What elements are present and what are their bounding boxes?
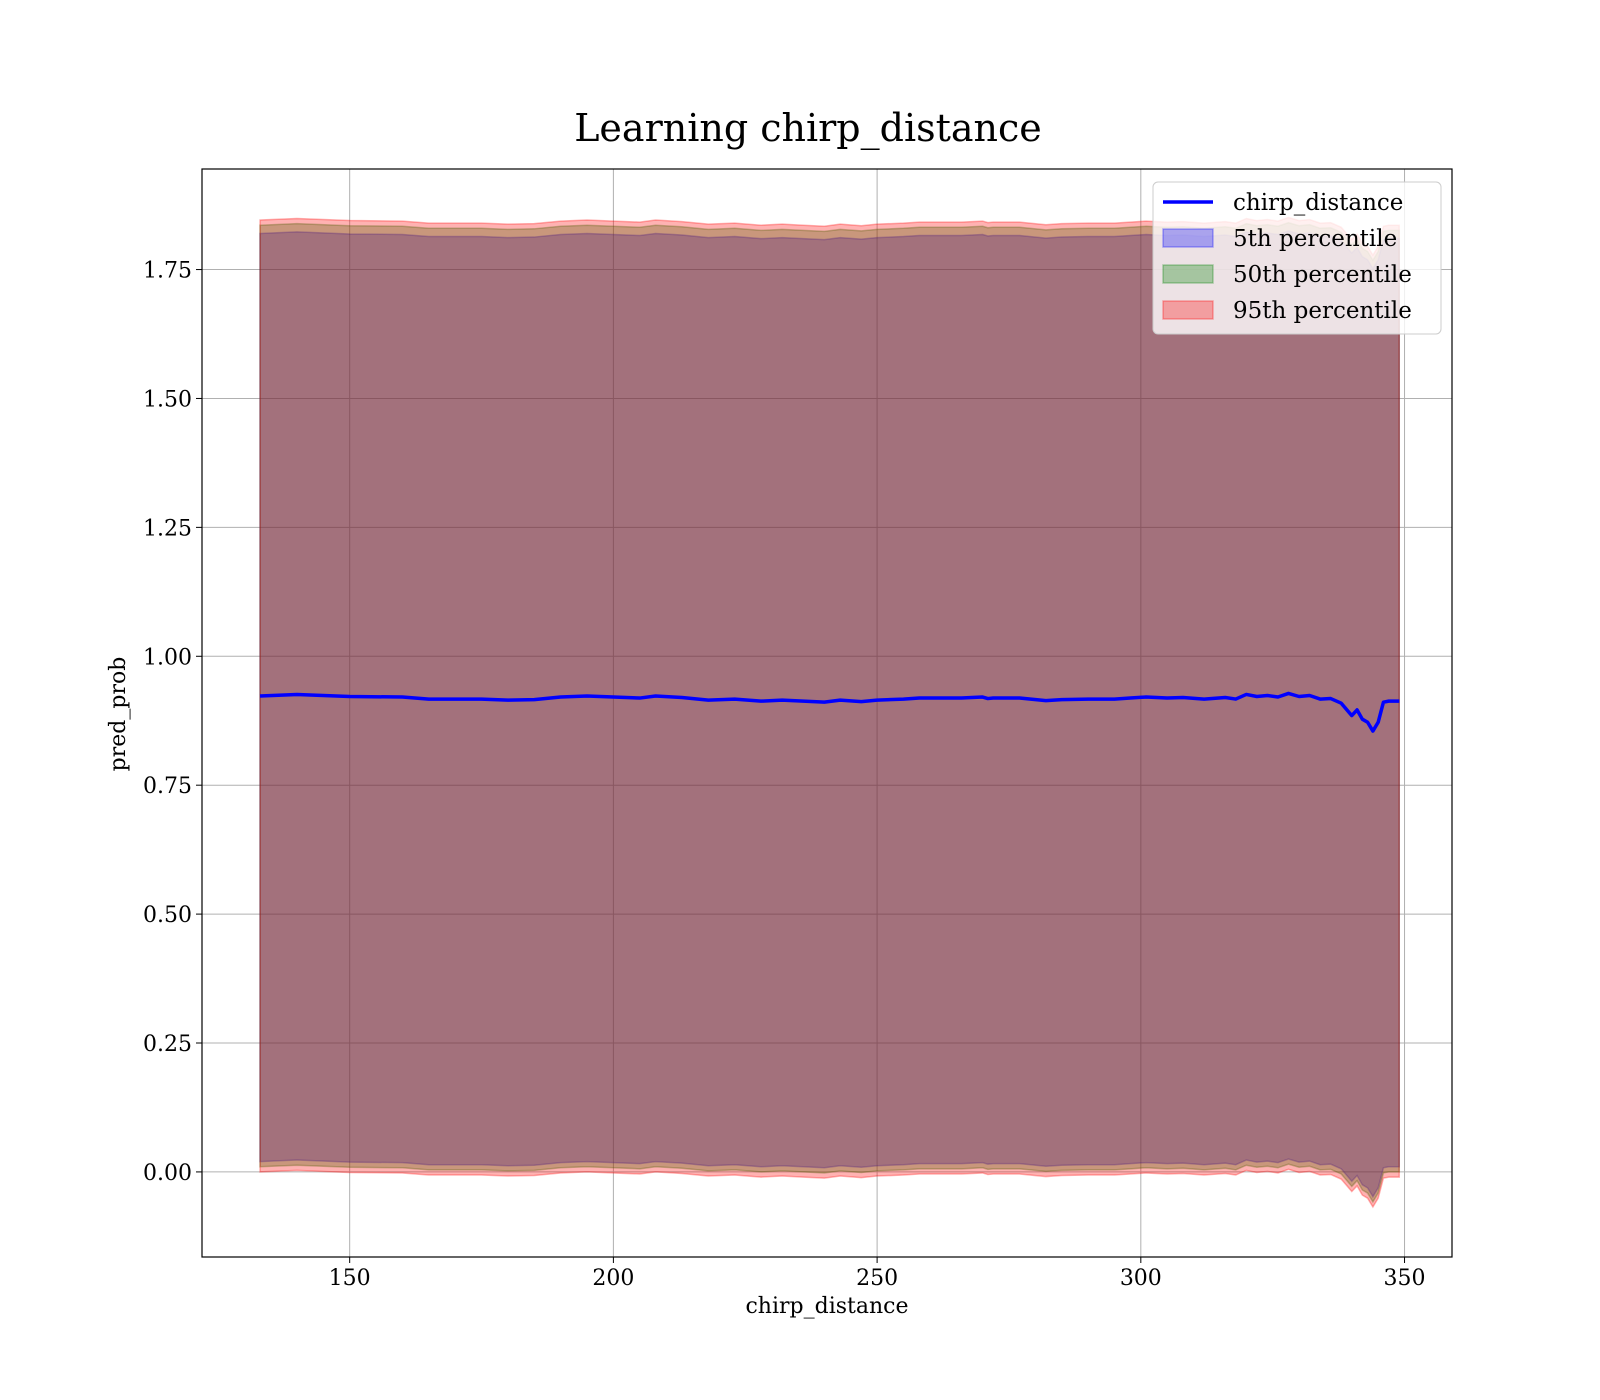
axes-frame	[201, 168, 1453, 1258]
y-axis-label: pred_prob	[106, 657, 131, 772]
chart-title: Learning chirp_distance	[574, 106, 1042, 151]
band-95th-percentile	[259, 216, 1401, 1209]
y-tick-label: 1.00	[143, 645, 192, 670]
legend-entry-label: 95th percentile	[1233, 298, 1412, 324]
band-5th-percentile	[259, 230, 1401, 1199]
x-tick-label: 300	[1120, 1266, 1162, 1291]
legend-box	[1152, 181, 1442, 335]
y-tick-label: 1.25	[143, 516, 192, 541]
legend-entry-label: 5th percentile	[1233, 226, 1397, 252]
x-tick-label: 350	[1384, 1266, 1426, 1291]
x-tick-label: 150	[329, 1266, 371, 1291]
y-tick-label: 0.00	[143, 1161, 192, 1186]
y-tick-label: 0.25	[143, 1032, 192, 1057]
legend-patch-swatch	[1162, 228, 1214, 248]
x-tick-label: 200	[592, 1266, 634, 1291]
legend-patch-swatch	[1162, 264, 1214, 284]
series-line-chirp_distance	[259, 691, 1400, 733]
y-tick-label: 0.75	[143, 774, 192, 799]
y-tick-label: 0.50	[143, 903, 192, 928]
legend-entry-label: chirp_distance	[1233, 190, 1403, 216]
x-axis-label: chirp_distance	[745, 1294, 908, 1319]
y-tick-label: 1.50	[143, 387, 192, 412]
legend-patch-swatch	[1162, 300, 1214, 320]
legend: chirp_distance 5th percentile 50th percent…	[1152, 181, 1442, 335]
plot-area: 150 200 250 300 350 0.00 0.25 0.50 0.75 1.00 1.25 1…	[143, 168, 1453, 1291]
y-tick-label: 1.75	[143, 259, 192, 284]
x-tick-label: 250	[856, 1266, 898, 1291]
legend-entry-label: 50th percentile	[1233, 262, 1412, 288]
band-50th-percentile	[259, 221, 1401, 1204]
